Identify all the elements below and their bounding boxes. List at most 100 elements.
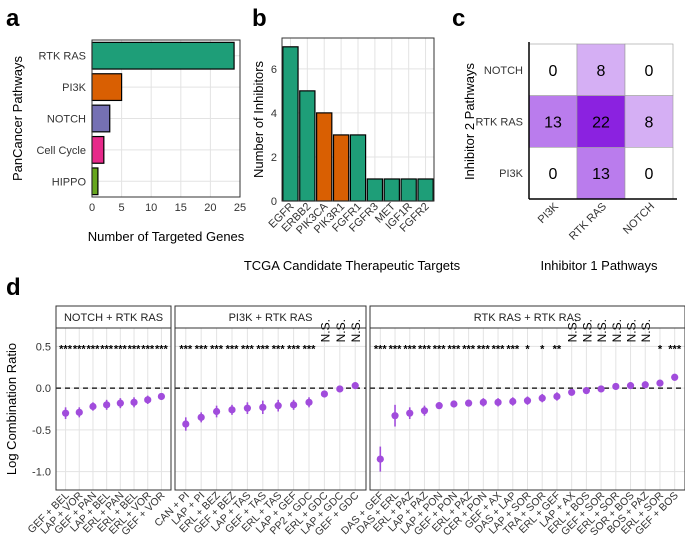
- panel-d-significance-label: ***: [59, 343, 73, 355]
- panel-b-bar-chart: EGFRERBB2PIK3CAPIK3R1FGFR1FGFR3METIGF1RF…: [244, 37, 461, 273]
- panel-a-category-label: NOTCH: [47, 114, 86, 126]
- panel-a-bar: [91, 41, 235, 70]
- panel-d-point: [144, 396, 152, 404]
- panel-d-point: [641, 381, 649, 389]
- panel-c-x-tick-label: NOTCH: [621, 201, 657, 237]
- panel-d-y-axis-title: Log Combination Ratio: [4, 343, 19, 475]
- panel-d-significance-label: N.S.: [566, 319, 580, 342]
- panel-d-significance-label: N.S.: [580, 319, 594, 342]
- panel-a-category-label: Cell Cycle: [36, 145, 86, 157]
- panel-d-point: [671, 373, 679, 381]
- panel-d-significance-label: ***: [272, 343, 286, 355]
- panel-d-facet-frame: [174, 327, 367, 491]
- panel-a-x-tick-label: 20: [204, 202, 216, 214]
- panel-d-point: [182, 420, 190, 428]
- panel-d-point: [435, 402, 443, 410]
- panel-d-significance-label: ***: [403, 343, 417, 355]
- panel-a-frame: [91, 39, 241, 198]
- panel-d-significance-label: ***: [241, 343, 255, 355]
- panel-d-significance-label: *: [658, 343, 663, 355]
- panel-b-x-axis-title: TCGA Candidate Therapeutic Targets: [244, 258, 461, 273]
- panel-a-category-label: RTK RAS: [39, 51, 86, 63]
- panel-b-y-tick-label: 4: [271, 108, 277, 120]
- panel-b-bar: [316, 112, 333, 202]
- panel-a-bar: [91, 167, 99, 196]
- panel-b-bar: [400, 178, 417, 202]
- panel-c-cell-value: 0: [645, 166, 654, 183]
- panel-c-cell-value: 13: [592, 166, 610, 183]
- panel-a-y-axis-title: PanCancer Pathways: [10, 55, 25, 181]
- panel-d-point: [320, 390, 329, 398]
- panel-letter-c: c: [452, 5, 465, 32]
- panel-d-significance-label: ***: [100, 343, 114, 355]
- panel-d-significance-label: ***: [226, 343, 240, 355]
- panel-d-significance-label: **: [553, 343, 562, 355]
- panel-c-x-tick-label: PI3K: [536, 200, 562, 226]
- panel-d-significance-label: ***: [141, 343, 155, 355]
- panel-b-y-axis-title: Number of Inhibitors: [251, 60, 266, 178]
- panel-d-point: [450, 400, 458, 408]
- panel-a-bar: [91, 73, 123, 102]
- panel-d-significance-label: N.S.: [595, 319, 609, 342]
- panel-d-point: [89, 402, 97, 411]
- panel-b-frame: [281, 37, 435, 202]
- panel-b-bar: [349, 134, 367, 202]
- panel-d-significance-label: ***: [128, 343, 142, 355]
- panel-a-category-label: HIPPO: [52, 176, 87, 188]
- panel-d-point: [351, 382, 359, 390]
- panel-d-significance-label: ***: [447, 343, 461, 355]
- panel-d-significance-label: ***: [303, 343, 317, 355]
- panel-d-point: [568, 388, 576, 396]
- panel-d-y-tick-label: 0.0: [36, 383, 51, 395]
- panel-d-point: [465, 399, 473, 407]
- panel-c-y-axis-title: Inhibitor 2 Pathways: [462, 62, 477, 180]
- panel-d-point: [582, 387, 590, 395]
- panel-d-point: [597, 385, 605, 393]
- panel-d-y-tick-label: -1.0: [32, 467, 51, 479]
- panel-a-x-axis-title: Number of Targeted Genes: [88, 229, 245, 244]
- panel-c-cell-value: 8: [597, 63, 606, 80]
- panel-d-significance-label: ***: [179, 343, 193, 355]
- panel-c-x-tick-label: RTK RAS: [567, 201, 609, 243]
- panel-d-significance-label: ***: [462, 343, 476, 355]
- panel-b-bar: [299, 90, 316, 202]
- panel-d-y-tick-label: 0.5: [36, 341, 51, 353]
- panel-c-cell-value: 8: [645, 115, 654, 132]
- panel-d-point: [420, 407, 429, 415]
- panel-c-cell: [624, 95, 674, 148]
- panel-d-significance-label: ***: [389, 343, 403, 355]
- panel-c-cell: [624, 147, 674, 200]
- panel-a-x-tick-label: 15: [175, 202, 187, 214]
- panel-a-x-tick-label: 5: [119, 202, 125, 214]
- panel-b-bar: [332, 134, 350, 202]
- panel-d-point: [157, 392, 166, 401]
- panel-b-y-tick-label: 6: [271, 64, 277, 76]
- panel-a-category-label: PI3K: [62, 82, 87, 94]
- panel-d-point: [479, 398, 487, 406]
- panel-b-y-tick-label: 2: [271, 152, 277, 164]
- panel-d-facet-title: RTK RAS + RTK RAS: [474, 312, 582, 324]
- panel-b-y-tick-label: 0: [271, 196, 277, 208]
- panel-a-x-tick-label: 10: [145, 202, 157, 214]
- panel-d-significance-label: ***: [210, 343, 224, 355]
- panel-d-point: [538, 394, 546, 402]
- panel-c-y-tick-label: PI3K: [499, 168, 524, 180]
- panel-c-cell-value: 0: [549, 63, 558, 80]
- panel-d-significance-label: *: [540, 343, 545, 355]
- panel-d-significance-label: ***: [87, 343, 101, 355]
- panel-d-significance-label: ***: [155, 343, 169, 355]
- panel-letter-d: d: [6, 274, 21, 301]
- panel-c-cell-value: 0: [645, 63, 654, 80]
- panel-d-point: [212, 407, 221, 416]
- panel-b-bar: [383, 178, 400, 202]
- panel-c-cell: [528, 147, 578, 200]
- panel-d-significance-label: ***: [114, 343, 128, 355]
- panel-c-cell-value: 0: [549, 166, 558, 183]
- panel-letter-b: b: [252, 5, 267, 32]
- panel-a-bar-chart: RTK RAS PI3K NOTCH Cell Cycle HIPPO 0 5 10 15 20 2…: [10, 39, 246, 244]
- panel-d-significance-label: N.S.: [318, 319, 332, 342]
- panel-d-point: [553, 392, 561, 401]
- panel-d-point: [274, 402, 282, 410]
- panel-d-point: [243, 404, 251, 412]
